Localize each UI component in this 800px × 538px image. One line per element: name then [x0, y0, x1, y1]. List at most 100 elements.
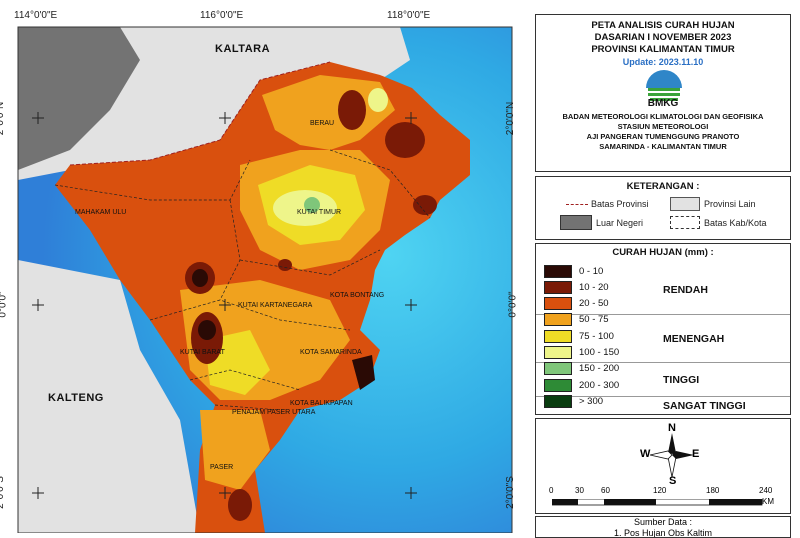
- lat-label-2n-right: 2°0'0"N: [505, 101, 517, 136]
- map-canvas: [17, 26, 513, 534]
- province-line-icon: [566, 203, 588, 205]
- regency-borders: [54, 149, 431, 411]
- scale-tick-label: 60: [601, 486, 610, 495]
- label-kaltara: KALTARA: [215, 43, 271, 55]
- rainfall-class-label: 50 - 75: [579, 314, 609, 326]
- rainfall-class-label: 20 - 50: [579, 298, 609, 310]
- lon-label-116: 116°0'0"E: [200, 10, 244, 21]
- legend-batas-kab-label: Batas Kab/Kota: [704, 217, 767, 228]
- rainfall-class-swatch: [544, 329, 572, 343]
- scale-tick-label: 240: [759, 486, 773, 495]
- rainfall-class-label: 10 - 20: [579, 281, 609, 293]
- source-line1: 1. Pos Hujan Obs Kaltim: [613, 528, 713, 538]
- rainfall-class-row: 75 - 100: [544, 329, 614, 343]
- legend-provinsi-lain-label: Provinsi Lain: [704, 199, 756, 209]
- title-line2: DASARIAN I NOVEMBER 2023: [594, 32, 732, 43]
- compass-e: E: [692, 448, 700, 460]
- rainfall-class-label: 75 - 100: [579, 330, 614, 342]
- label-bontang: KOTA BONTANG: [330, 292, 385, 299]
- keterangan-title: KETERANGAN :: [626, 181, 700, 192]
- label-kutai-barat: KUTAI BARAT: [180, 349, 225, 356]
- scale-tick-label: 0: [549, 486, 554, 495]
- curah-hujan-box: CURAH HUJAN (mm) : RENDAH MENENGAH TINGG…: [535, 243, 791, 415]
- zone-10-20: [278, 259, 292, 271]
- lat-label-2s-right: 2°0'0"S: [504, 476, 516, 509]
- zone-10-20: [228, 489, 252, 521]
- lon-label-118: 118°0'0"E: [387, 10, 431, 21]
- rainfall-class-swatch: [544, 394, 572, 408]
- rainfall-class-label: 0 - 10: [579, 265, 604, 277]
- category-tinggi: TINGGI: [663, 374, 700, 386]
- zone-0-10: [198, 320, 216, 340]
- rainfall-class-swatch: [544, 313, 572, 327]
- org-line3: AJI PANGERAN TUMENGGUNG PRANOTO: [586, 132, 740, 141]
- rainfall-class-label: 100 - 150: [579, 347, 620, 358]
- north-arrow-icon: [649, 433, 694, 478]
- foreign-area: [18, 27, 140, 170]
- legend-batas-provinsi-label: Batas Provinsi: [591, 199, 649, 209]
- divider: [536, 314, 790, 315]
- label-berau: BERAU: [310, 120, 335, 127]
- rainfall-class-label: > 300: [579, 395, 604, 407]
- batas-kab-swatch: [670, 216, 700, 229]
- label-kutai-timur: KUTAI TIMUR: [297, 209, 342, 216]
- rainfall-class-swatch: [544, 280, 572, 294]
- province-border: [69, 61, 331, 166]
- scale-tick-label: 120: [653, 486, 667, 495]
- zone-50-75: [200, 410, 270, 490]
- rainfall-class-row: 100 - 150: [544, 346, 619, 360]
- rainfall-class-swatch: [544, 297, 572, 311]
- rainfall-class-row: 200 - 300: [544, 378, 619, 392]
- legend-luar-negeri-label: Luar Negeri: [596, 217, 644, 228]
- bmkg-logo: BMKG: [536, 68, 790, 112]
- rainfall-class-swatch: [544, 362, 572, 376]
- rainfall-class-swatch: [544, 346, 572, 359]
- label-balikpapan: KOTA BALIKPAPAN: [290, 400, 353, 407]
- update-date: Update: 2023.11.10: [622, 57, 704, 67]
- delta-area: [352, 355, 375, 390]
- bmkg-logo-icon: [646, 70, 682, 101]
- zone-10-20: [413, 195, 437, 215]
- rainfall-class-row: 50 - 75: [544, 313, 609, 327]
- zone-0-10: [192, 269, 208, 287]
- lat-label-2n-left: 2°0'0"N: [0, 101, 7, 136]
- kalteng-area: [18, 260, 200, 533]
- lon-label-114: 114°0'0"E: [14, 10, 58, 21]
- compass-n: N: [668, 422, 676, 434]
- compass-w: W: [640, 448, 651, 460]
- label-kalteng: KALTENG: [48, 392, 104, 404]
- lat-label-2s-left: 2°0'0"S: [0, 476, 6, 509]
- category-sangat-tinggi: SANGAT TINGGI: [663, 400, 746, 412]
- compass-s: S: [669, 475, 677, 487]
- legend-batas-kab: Batas Kab/Kota: [670, 216, 767, 229]
- scale-tick-label: 180: [706, 486, 720, 495]
- legend-batas-provinsi: Batas Provinsi: [566, 199, 649, 209]
- org-line4: SAMARINDA - KALIMANTAN TIMUR: [599, 142, 727, 151]
- source-title: Sumber Data :: [633, 517, 693, 527]
- divider: [536, 396, 790, 397]
- rainfall-class-swatch: [544, 264, 572, 278]
- lat-label-0-left: 0°0'0": [0, 291, 9, 318]
- title-line3: PROVINSI KALIMANTAN TIMUR: [591, 44, 735, 55]
- zone-10-20: [385, 122, 425, 158]
- org-line2: STASIUN METEOROLOGI: [617, 122, 709, 131]
- legend-luar-negeri: Luar Negeri: [560, 215, 643, 230]
- category-menengah: MENENGAH: [663, 333, 725, 345]
- lat-label-0-right: 0°0'0": [507, 291, 519, 318]
- label-penajam: PENAJAM PASER UTARA: [232, 409, 316, 416]
- rainfall-class-row: 10 - 20: [544, 280, 609, 294]
- label-mahakam-ulu: MAHAKAM ULU: [75, 209, 127, 216]
- rainfall-class-row: 150 - 200: [544, 362, 619, 376]
- rainfall-class-row: 0 - 10: [544, 264, 603, 278]
- label-paser: PASER: [210, 464, 234, 471]
- legend-panel: PETA ANALISIS CURAH HUJAN DASARIAN I NOV…: [533, 14, 797, 538]
- rainfall-class-label: 200 - 300: [579, 379, 620, 391]
- scale-bar: [552, 499, 763, 506]
- label-samarinda: KOTA SAMARINDA: [300, 349, 362, 356]
- source-box: Sumber Data : 1. Pos Hujan Obs Kaltim: [535, 516, 791, 538]
- title-line1: PETA ANALISIS CURAH HUJAN: [591, 20, 735, 31]
- org-line1: BADAN METEOROLOGI KLIMATOLOGI DAN GEOFIS…: [562, 112, 764, 121]
- title-box: PETA ANALISIS CURAH HUJAN DASARIAN I NOV…: [535, 14, 791, 172]
- bmkg-logo-text: BMKG: [647, 98, 679, 109]
- zone-50-75: [262, 75, 395, 150]
